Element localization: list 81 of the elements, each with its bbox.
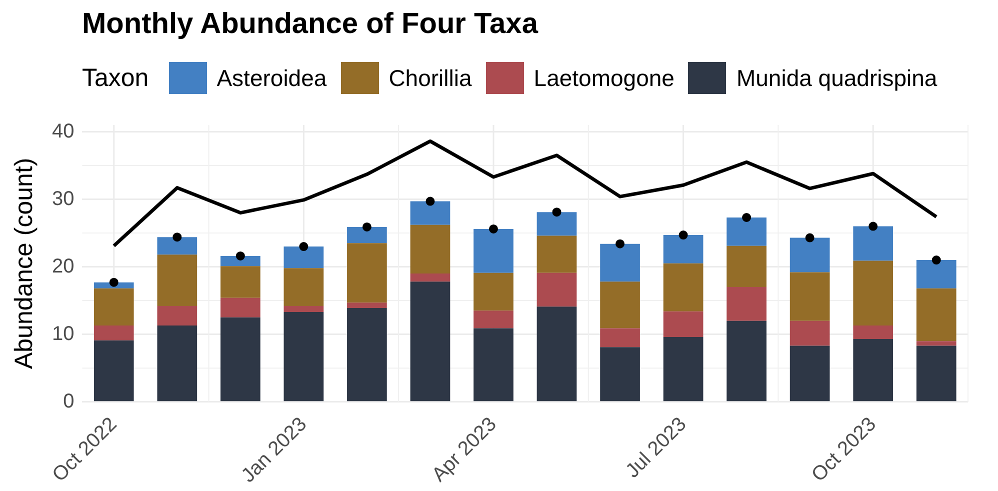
bar — [220, 298, 260, 318]
legend-label: Chorillia — [388, 64, 472, 92]
bar — [663, 311, 704, 338]
point — [236, 251, 245, 260]
bar — [157, 306, 198, 326]
legend-label: Munida quadrispina — [736, 64, 938, 92]
bar — [536, 306, 577, 402]
bar — [284, 312, 324, 402]
bar — [790, 238, 830, 272]
legend-label: Asteroidea — [216, 64, 327, 92]
bar — [536, 272, 577, 307]
bar — [726, 287, 766, 321]
bar — [853, 326, 894, 340]
point — [616, 239, 625, 248]
bar — [347, 243, 387, 303]
bar — [726, 246, 766, 288]
bar — [94, 326, 134, 340]
bar — [726, 218, 766, 246]
bar — [790, 320, 830, 346]
bar — [220, 256, 260, 266]
bar — [410, 282, 450, 402]
legend-title: Taxon — [82, 64, 149, 92]
point — [299, 242, 308, 252]
bar — [410, 201, 450, 225]
point — [552, 208, 562, 217]
point — [109, 278, 118, 287]
bar — [220, 317, 260, 402]
bar — [94, 340, 134, 402]
bar — [790, 346, 830, 402]
bar — [853, 339, 894, 402]
y-tick-label: 40 — [52, 120, 74, 142]
point — [868, 222, 878, 231]
bar — [916, 346, 956, 402]
bar — [347, 302, 387, 308]
bar — [600, 282, 640, 328]
point — [742, 213, 752, 222]
bar — [600, 347, 640, 402]
bar — [853, 226, 894, 261]
bar — [410, 224, 450, 274]
bar — [726, 320, 766, 402]
point — [678, 230, 688, 240]
bar — [663, 337, 704, 402]
y-tick-label: 0 — [63, 390, 74, 412]
bar — [916, 260, 956, 288]
bar — [157, 326, 198, 402]
point — [805, 233, 814, 242]
bar — [474, 328, 514, 402]
point — [426, 196, 435, 206]
bar — [157, 237, 198, 255]
bar — [157, 254, 198, 306]
bar — [284, 246, 324, 268]
bar — [916, 341, 956, 346]
bar — [474, 228, 514, 273]
point — [362, 222, 372, 232]
bar — [347, 308, 387, 402]
bar — [94, 288, 134, 326]
bar — [790, 272, 830, 321]
bar — [536, 212, 577, 236]
y-tick-label: 30 — [52, 188, 74, 210]
bar — [916, 288, 956, 342]
bar — [284, 268, 324, 306]
bar — [663, 235, 704, 264]
point — [172, 232, 182, 242]
bar — [474, 310, 514, 328]
bar — [284, 306, 324, 312]
legend-label: Laetomogone — [534, 64, 674, 92]
chart-title: Monthly Abundance of Four Taxa — [82, 8, 538, 41]
bar — [220, 266, 260, 298]
bar — [853, 260, 894, 326]
point — [932, 256, 941, 265]
y-tick-label: 20 — [52, 255, 74, 278]
bar — [410, 274, 450, 282]
bar — [600, 328, 640, 348]
y-axis-title: Abundance (count) — [10, 158, 38, 370]
y-tick-label: 10 — [52, 322, 74, 345]
bar — [663, 263, 704, 312]
bar — [474, 272, 514, 311]
bar — [347, 226, 387, 244]
point — [488, 224, 498, 234]
bar — [600, 244, 640, 282]
bar — [536, 236, 577, 273]
